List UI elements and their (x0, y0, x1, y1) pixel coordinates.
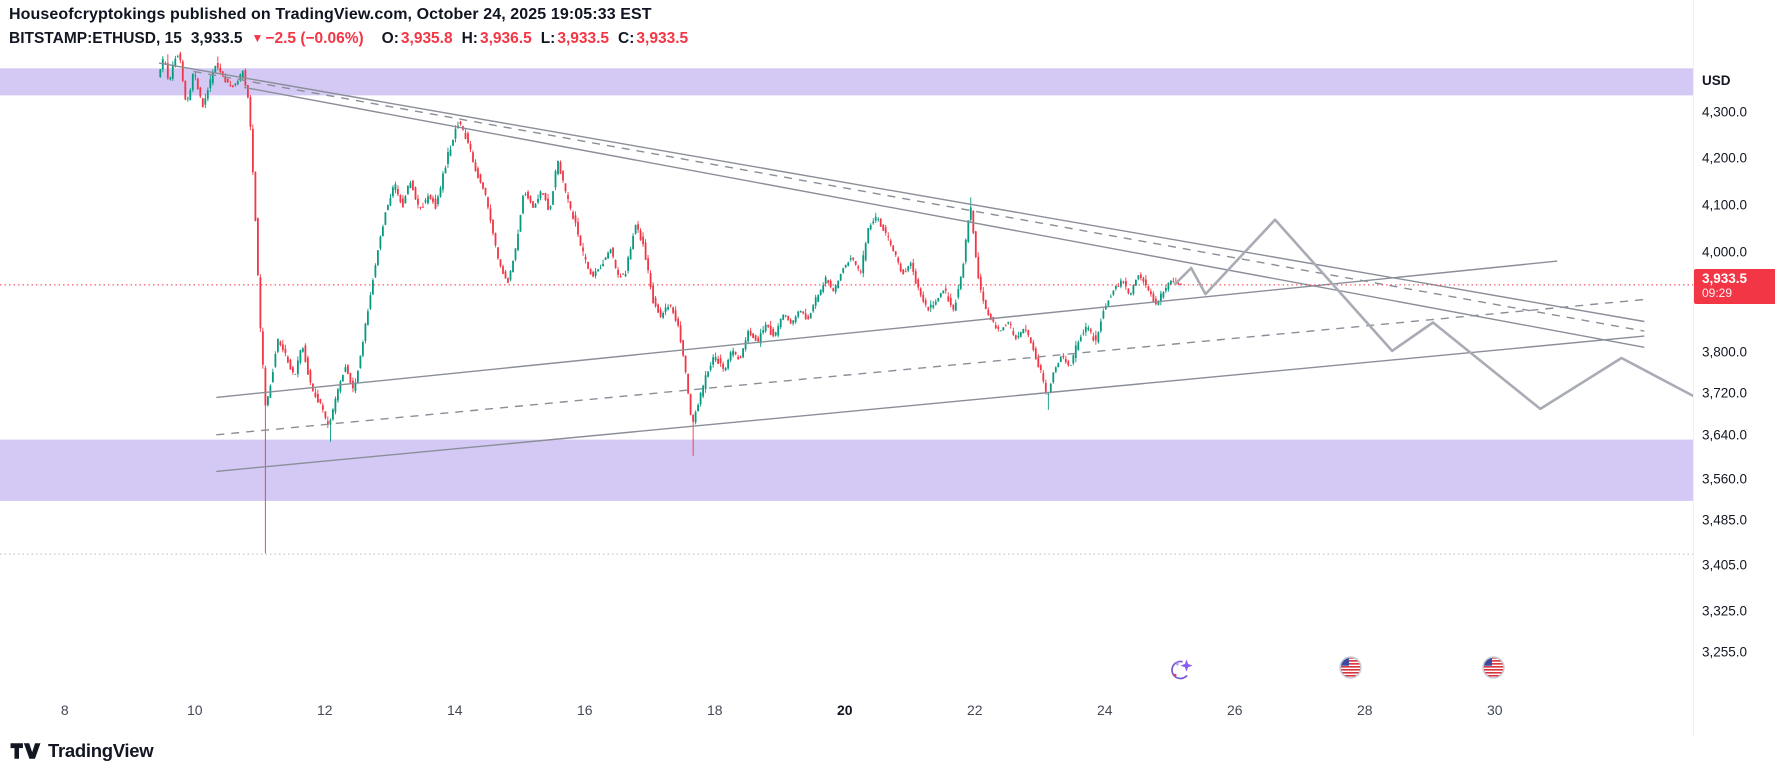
time-tick-label: 18 (707, 702, 723, 718)
time-tick-label: 30 (1487, 702, 1503, 718)
supply-demand-zone (0, 68, 1693, 96)
channel-midline[interactable] (216, 298, 1645, 436)
price-tick-label: 3,325.0 (1702, 603, 1748, 619)
footer: TradingView (10, 736, 154, 766)
forecast-zigzag[interactable] (1173, 218, 1693, 411)
event-markers-row (0, 655, 1693, 687)
price-tick-label: 3,405.0 (1702, 557, 1748, 573)
candle-bodies-up (159, 56, 1172, 425)
currency-label: USD (1702, 73, 1731, 88)
price-tick-label: 3,800.0 (1702, 344, 1748, 360)
open-value: 3,935.8 (400, 30, 453, 47)
candle-bodies-down (164, 53, 1182, 424)
time-tick-label: 24 (1097, 702, 1113, 718)
high-value: 3,936.5 (479, 30, 532, 47)
time-tick-label: 22 (967, 702, 983, 718)
close-label: C: (618, 30, 635, 47)
publish-info: published on TradingView.com, October 24… (165, 6, 652, 23)
time-tick-label: 8 (60, 702, 69, 718)
price-tick-label: 3,255.0 (1702, 644, 1748, 660)
close-value: 3,933.5 (636, 30, 689, 47)
time-tick-label: 12 (317, 702, 333, 718)
publish-header: Houseofcryptokings published on TradingV… (9, 6, 652, 24)
price-tick-label: 3,485.0 (1702, 512, 1748, 528)
last-price: 3,933.5 (190, 30, 243, 47)
channel-midline[interactable] (193, 70, 1645, 332)
time-axis[interactable]: 8 10 12 14 16 18 20 22 24 26 28 30 (0, 696, 1693, 724)
price-tick-label: 4,000.0 (1702, 244, 1748, 260)
us-economic-event-icon[interactable] (1338, 655, 1366, 683)
time-tick-label: 26 (1227, 702, 1243, 718)
time-tick-label: 28 (1357, 702, 1373, 718)
high-label: H: (461, 30, 478, 47)
idea-sparkle-event-icon[interactable] (1168, 655, 1196, 683)
change-percent: (−0.06%) (300, 30, 364, 47)
down-arrow-icon: ▼ (251, 31, 264, 45)
time-tick-label: 16 (577, 702, 593, 718)
time-tick-label: 20 (837, 702, 853, 718)
supply-demand-zone (0, 439, 1693, 501)
price-tick-label: 3,720.0 (1702, 385, 1748, 401)
tradingview-wordmark: TradingView (48, 740, 154, 761)
price-axis[interactable]: USD 3,933.5 09:29 4,300.0 4,200.0 4,100.0 4… (1693, 0, 1775, 736)
symbol-and-interval: BITSTAMP:ETHUSD, 15 (9, 30, 182, 47)
trendline[interactable] (244, 86, 1645, 348)
price-tick-label: 3,560.0 (1702, 471, 1748, 486)
price-tick-label: 4,200.0 (1702, 150, 1748, 166)
change-group: ▼ −2.5 (−0.06%) (252, 30, 364, 47)
low-value: 3,933.5 (557, 30, 610, 47)
ohlc-group: O: 3,935.8 H: 3,936.5 L: 3,933.5 C: 3,933.5 (373, 30, 688, 47)
time-tick-label: 10 (187, 702, 203, 718)
tradingview-logo-icon (10, 743, 41, 759)
change-value: −2.5 (265, 30, 297, 47)
chart-canvas[interactable] (0, 0, 1693, 736)
trendline[interactable] (216, 335, 1645, 473)
trendline[interactable] (158, 62, 1645, 323)
badge-countdown: 09:29 (1702, 285, 1733, 300)
trendline[interactable] (216, 260, 1558, 399)
price-tick-label: 4,100.0 (1702, 197, 1748, 212)
us-economic-event-icon[interactable] (1481, 655, 1509, 683)
price-tick-label: 3,640.0 (1702, 427, 1748, 443)
open-label: O: (381, 30, 399, 47)
tradingview-link[interactable]: TradingView (10, 740, 154, 762)
publisher-name: Houseofcryptokings (9, 6, 166, 23)
badge-price: 3,933.5 (1702, 270, 1748, 286)
time-tick-label: 14 (447, 702, 463, 718)
symbol-info-bar: BITSTAMP:ETHUSD, 15 3,933.5 ▼ −2.5 (−0.06%)… (9, 30, 688, 48)
price-tick-label: 4,300.0 (1702, 104, 1748, 120)
low-label: L: (540, 30, 556, 47)
last-price-badge: 3,933.5 09:29 (1694, 268, 1775, 304)
candle-wicks-up (159, 54, 1172, 442)
